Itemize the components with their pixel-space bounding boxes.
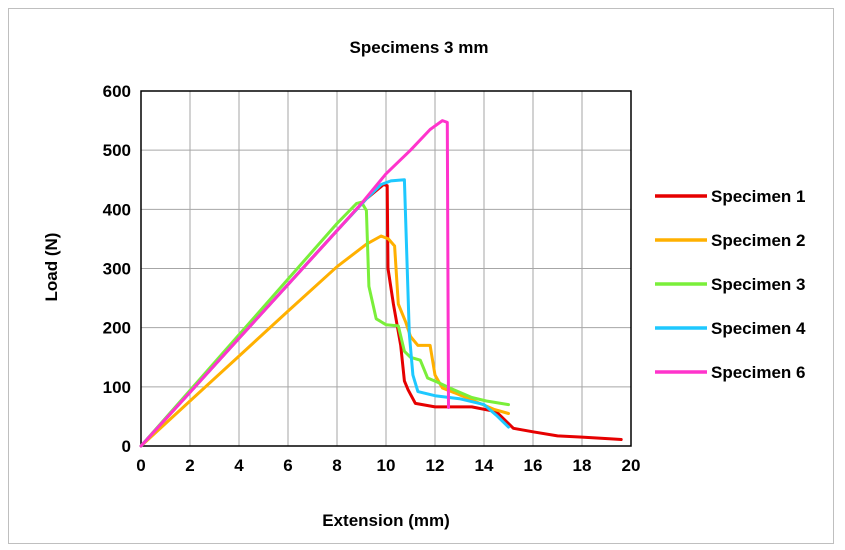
legend-label: Specimen 2: [711, 231, 806, 250]
x-tick-label: 6: [283, 456, 292, 475]
series-line-specimen-1: [139, 183, 623, 448]
x-axis-title: Extension (mm): [322, 511, 450, 530]
x-tick-label: 0: [136, 456, 145, 475]
plot-border: [140, 90, 632, 447]
y-tick-label: 0: [122, 437, 131, 456]
y-tick-label: 100: [103, 378, 131, 397]
x-tick-label: 12: [426, 456, 445, 475]
x-tick-label: 4: [234, 456, 244, 475]
chart-title: Specimens 3 mm: [350, 38, 489, 57]
x-tick-labels: 0 2 4 6 8 10 12 14 16 18 20: [136, 456, 640, 475]
legend-label: Specimen 3: [711, 275, 806, 294]
legend-label: Specimen 1: [711, 187, 806, 206]
chart-svg: Specimens 3 mm 0 2 4 6 8 10 12 14 16 18 20 0 100 200…: [42, 38, 806, 530]
x-tick-label: 20: [622, 456, 641, 475]
chart-frame: Specimens 3 mm 0 2 4 6 8 10 12 14 16 18 20 0 100 200…: [8, 8, 834, 544]
y-tick-label: 600: [103, 82, 131, 101]
legend: Specimen 1 Specimen 2 Specimen 3 Specimen 4…: [655, 187, 806, 382]
y-tick-labels: 0 100 200 300 400 500 600: [103, 82, 131, 456]
x-tick-label: 8: [332, 456, 341, 475]
y-tick-label: 300: [103, 260, 131, 279]
x-tick-label: 2: [185, 456, 194, 475]
y-tick-label: 400: [103, 200, 131, 219]
y-axis-title: Load (N): [42, 233, 61, 302]
x-tick-label: 14: [475, 456, 494, 475]
y-tick-label: 200: [103, 319, 131, 338]
series-line-specimen-2: [139, 234, 510, 448]
x-tick-label: 10: [377, 456, 396, 475]
x-tick-label: 16: [524, 456, 543, 475]
series-line-specimen-6: [139, 119, 450, 448]
legend-label: Specimen 6: [711, 363, 806, 382]
series-line-specimen-3: [139, 200, 510, 448]
y-tick-label: 500: [103, 141, 131, 160]
series-layer: [139, 119, 623, 448]
grid-layer: [140, 90, 632, 447]
x-tick-label: 18: [573, 456, 592, 475]
legend-label: Specimen 4: [711, 319, 806, 338]
